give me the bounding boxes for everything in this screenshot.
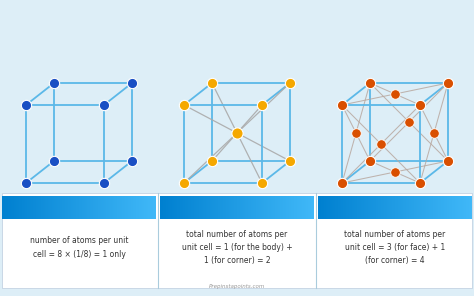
Point: [258, 103, 266, 107]
Point: [50, 159, 58, 163]
Point: [286, 81, 294, 85]
Text: total number of atoms per
unit cell = 3 (for face) + 1
(for corner) = 4: total number of atoms per unit cell = 3 …: [345, 230, 446, 265]
Point: [50, 81, 58, 85]
Point: [444, 81, 452, 85]
Text: Body-Centered Crystal: Body-Centered Crystal: [175, 202, 299, 213]
FancyBboxPatch shape: [2, 196, 156, 219]
Point: [416, 103, 424, 107]
Point: [208, 159, 216, 163]
Point: [444, 159, 452, 163]
Point: [286, 159, 294, 163]
Text: Face-Centered Crystal: Face-Centered Crystal: [334, 202, 456, 213]
Point: [22, 181, 30, 185]
Point: [128, 81, 136, 85]
Point: [377, 141, 385, 146]
Point: [100, 103, 108, 107]
Text: number of atoms per unit
cell = 8 × (1/8) = 1 only: number of atoms per unit cell = 8 × (1/8…: [30, 237, 128, 259]
Point: [180, 103, 188, 107]
Point: [352, 131, 360, 135]
Point: [416, 181, 424, 185]
Point: [233, 131, 241, 135]
Point: [430, 131, 438, 135]
Point: [100, 181, 108, 185]
Point: [366, 159, 374, 163]
FancyBboxPatch shape: [160, 196, 314, 219]
Point: [258, 181, 266, 185]
Point: [366, 81, 374, 85]
Point: [338, 181, 346, 185]
Point: [391, 170, 399, 174]
Point: [391, 92, 399, 96]
Point: [405, 120, 413, 124]
Text: total number of atoms per
unit cell = 1 (for the body) +
1 (for corner) = 2: total number of atoms per unit cell = 1 …: [182, 230, 292, 265]
Text: Primitive Crystal: Primitive Crystal: [33, 202, 125, 213]
FancyBboxPatch shape: [318, 196, 472, 219]
Point: [128, 159, 136, 163]
Text: Prepinstapoints.com: Prepinstapoints.com: [209, 284, 265, 289]
Point: [22, 103, 30, 107]
Point: [180, 181, 188, 185]
Point: [208, 81, 216, 85]
Point: [338, 103, 346, 107]
Bar: [2, 193, 472, 288]
